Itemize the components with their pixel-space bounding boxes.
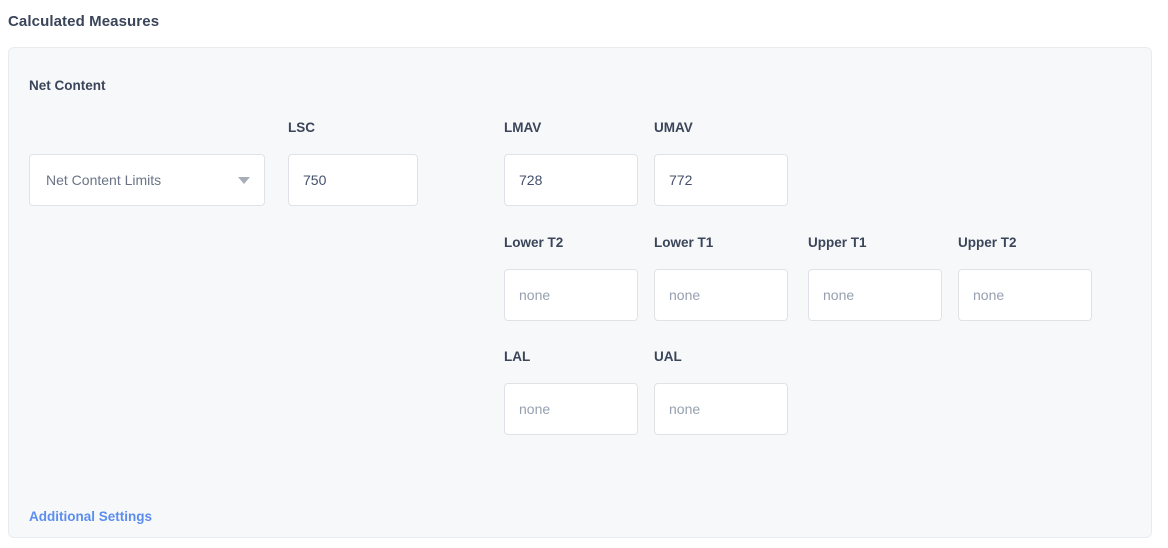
lsc-input[interactable] bbox=[288, 154, 418, 206]
label-lsc: LSC bbox=[288, 120, 315, 135]
label-lower-t2: Lower T2 bbox=[504, 235, 564, 250]
label-lmav: LMAV bbox=[504, 120, 542, 135]
limit-type-select[interactable]: Net Content Limits bbox=[29, 154, 265, 206]
card-subtitle-net-content: Net Content bbox=[29, 78, 106, 93]
upper-t2-input[interactable] bbox=[958, 269, 1092, 321]
ual-input[interactable] bbox=[654, 383, 788, 435]
limit-type-selected-value: Net Content Limits bbox=[46, 172, 162, 188]
upper-t1-input[interactable] bbox=[808, 269, 942, 321]
label-upper-t2: Upper T2 bbox=[958, 235, 1017, 250]
chevron-down-icon bbox=[238, 177, 250, 184]
lower-t2-input[interactable] bbox=[504, 269, 638, 321]
lower-t1-input[interactable] bbox=[654, 269, 788, 321]
umav-input[interactable] bbox=[654, 154, 788, 206]
additional-settings-link[interactable]: Additional Settings bbox=[29, 509, 152, 524]
label-upper-t1: Upper T1 bbox=[808, 235, 867, 250]
label-umav: UMAV bbox=[654, 120, 693, 135]
label-ual: UAL bbox=[654, 349, 682, 364]
page-title: Calculated Measures bbox=[8, 13, 160, 30]
net-content-card: Net Content Limit Type Net Content Limit… bbox=[8, 47, 1152, 538]
label-lower-t1: Lower T1 bbox=[654, 235, 714, 250]
lmav-input[interactable] bbox=[504, 154, 638, 206]
lal-input[interactable] bbox=[504, 383, 638, 435]
label-lal: LAL bbox=[504, 349, 531, 364]
